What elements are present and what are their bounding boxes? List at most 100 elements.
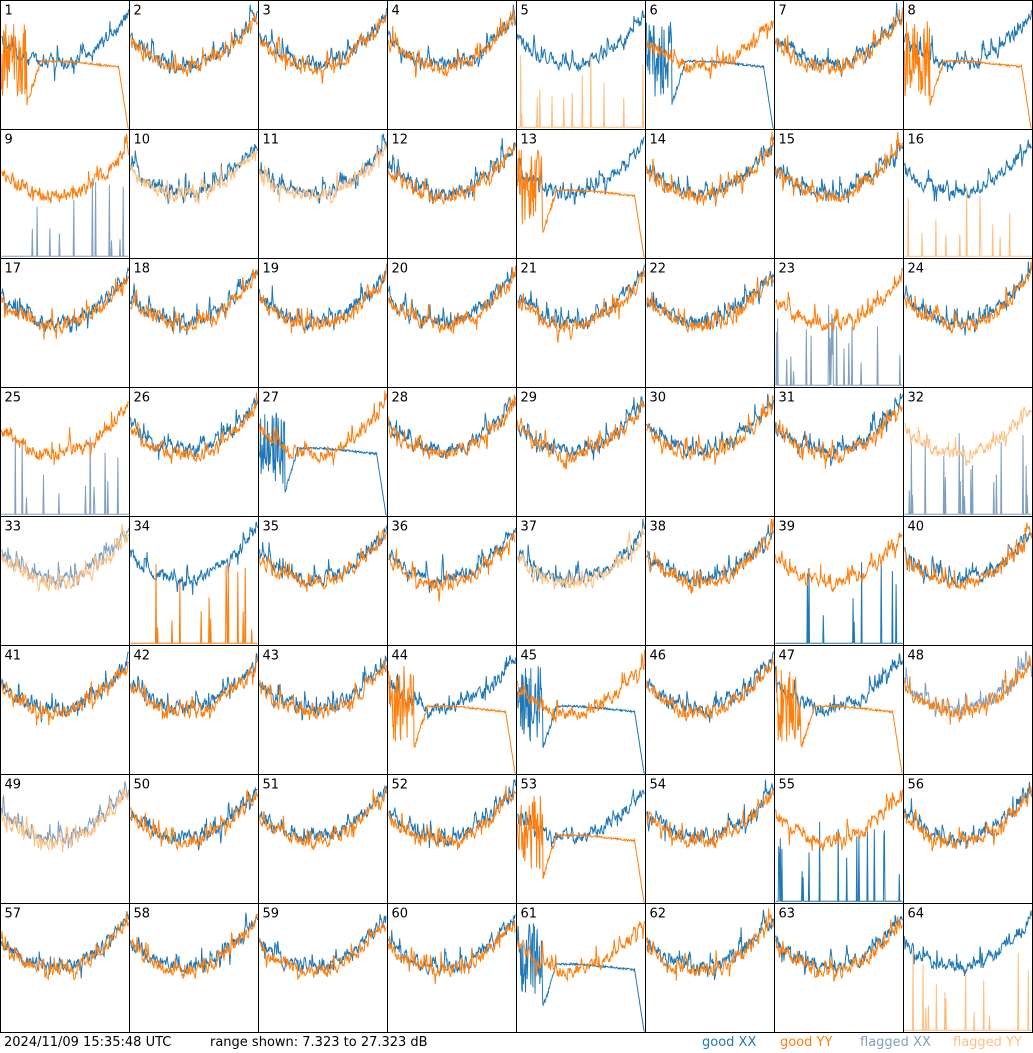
panel-label: 53 [521,778,538,793]
series-yy-line [646,657,774,723]
antenna-panel-21: 21 [516,258,646,388]
antenna-panel-55: 55 [774,774,904,904]
antenna-panel-48: 48 [903,645,1033,775]
panel-border [258,774,388,904]
antenna-panel-9: 9 [0,129,130,259]
antenna-panel-30: 30 [645,387,775,517]
series-xx-line [1,178,129,257]
panel-border [258,645,388,775]
series-xx-line [517,666,645,774]
series-yy-line [517,526,645,590]
series-yy-line [904,186,1032,257]
antenna-panel-2: 2 [129,0,259,130]
series-yy-line [775,7,903,75]
panel-label: 52 [392,778,409,793]
panel-label: 20 [392,262,409,277]
panel-label: 4 [392,4,400,19]
panel-label: 48 [908,649,925,664]
panel-label: 57 [5,907,22,922]
series-xx-line [775,561,903,644]
legend-flagged-yy: flagged YY [953,1035,1022,1050]
panel-label: 24 [908,262,925,277]
series-xx-line [130,4,258,75]
panel-label: 15 [779,133,796,148]
panel-label: 25 [5,391,22,406]
panel-border [516,0,646,130]
panel-label: 13 [521,133,538,148]
legend-good-yy: good YY [780,1035,833,1050]
series-yy-line [517,400,645,470]
series-yy-line [904,522,1032,591]
series-xx-line [130,786,258,851]
series-yy-line [775,665,903,774]
series-xx-line [388,527,516,593]
antenna-panel-8: 8 [903,0,1033,130]
series-yy-line [130,12,258,77]
antenna-panel-35: 35 [258,516,388,646]
series-yy-line [517,149,645,258]
series-xx-line [259,525,387,590]
antenna-panel-40: 40 [903,516,1033,646]
antenna-panel-4: 4 [387,0,517,130]
antenna-panel-12: 12 [387,129,517,259]
series-xx-line [259,655,387,721]
legend-good-xx: good XX [702,1035,757,1050]
panel-label: 30 [650,391,667,406]
series-xx-line [517,923,645,1032]
panel-label: 8 [908,4,916,19]
series-xx-line [388,778,516,849]
panel-label: 7 [779,4,787,19]
antenna-panel-10: 10 [129,129,259,259]
series-yy-line [259,922,387,980]
series-xx-line [130,269,258,336]
panel-label: 17 [5,262,22,277]
series-yy-line [388,143,516,206]
series-yy-line [388,785,516,851]
antenna-panel-13: 13 [516,129,646,259]
series-xx-line [130,397,258,460]
series-yy-line [775,404,903,469]
series-yy-line [775,131,903,203]
series-yy-line [517,269,645,343]
series-xx-line [646,651,774,723]
panel-label: 55 [779,778,796,793]
series-yy-line [388,394,516,460]
series-xx-line [259,133,387,204]
panel-label: 64 [908,907,925,922]
series-yy-line [1,133,129,204]
antenna-panel-54: 54 [645,774,775,904]
panel-border [0,258,130,388]
antenna-panel-61: 61 [516,903,646,1033]
series-yy-line [646,518,774,594]
series-yy-line [1,787,129,853]
series-yy-line [904,21,1032,129]
panel-label: 63 [779,907,796,922]
panel-label: 43 [263,649,280,664]
series-xx-line [775,304,903,386]
antenna-panel-38: 38 [645,516,775,646]
panel-label: 58 [134,907,151,922]
antenna-panel-33: 33 [0,516,130,646]
series-yy-line [130,658,258,720]
panel-label: 62 [650,907,667,922]
panel-border [129,0,259,130]
series-yy-line [1,661,129,726]
panel-label: 21 [521,262,538,277]
series-xx-line [904,910,1032,976]
series-yy-line [517,795,645,903]
antenna-panel-5: 5 [516,0,646,130]
antenna-panel-46: 46 [645,645,775,775]
panel-label: 16 [908,133,925,148]
antenna-panel-60: 60 [387,903,517,1033]
series-yy-line [130,150,258,206]
panel-label: 49 [5,778,22,793]
panel-border [129,645,259,775]
panel-label: 26 [134,391,151,406]
legend-flagged-xx: flagged XX [860,1035,931,1050]
antenna-panel-64: 64 [903,903,1033,1033]
panel-label: 59 [263,907,280,922]
series-yy-line [517,920,645,982]
panel-border [258,516,388,646]
series-yy-line [646,131,774,207]
series-yy-line [646,908,774,981]
